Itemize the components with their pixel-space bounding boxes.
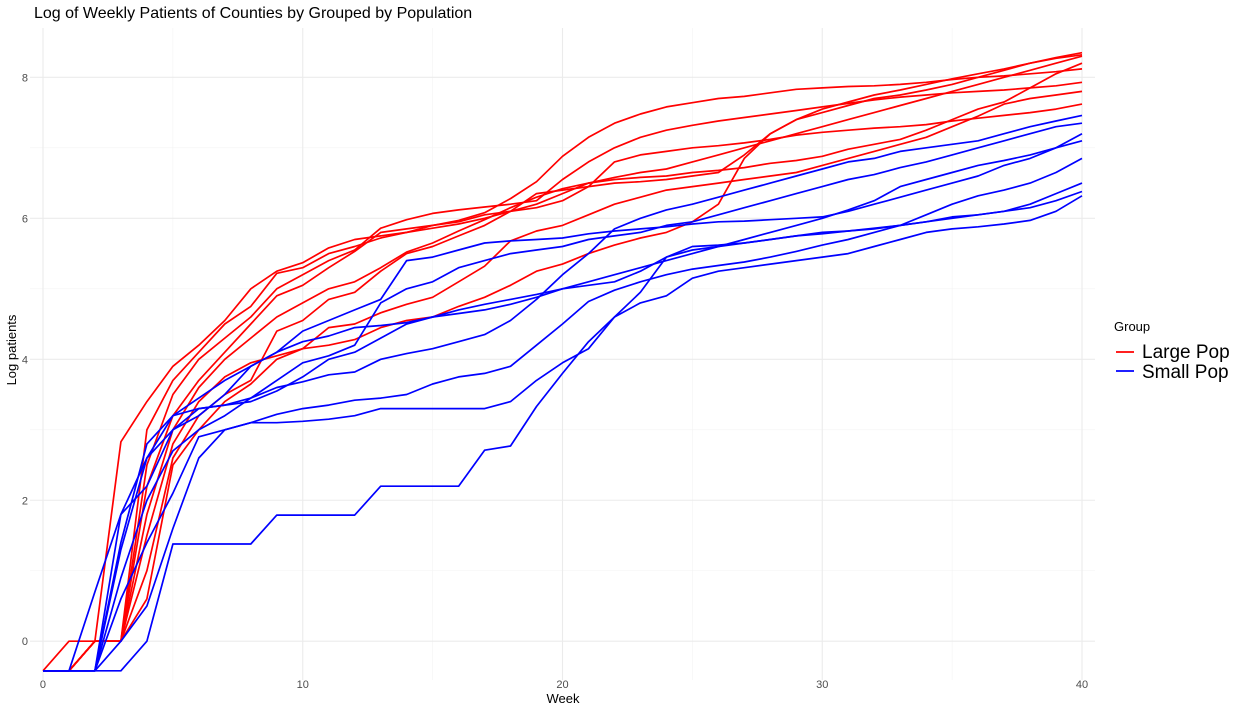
series-line-small-pop	[43, 139, 1083, 672]
y-tick-label: 2	[22, 495, 28, 507]
legend: Group Large Pop Small Pop	[1114, 319, 1230, 383]
series-line-small-pop	[43, 157, 1083, 672]
y-tick-label: 8	[22, 72, 28, 84]
series-line-small-pop	[43, 182, 1083, 672]
y-tick-label: 6	[22, 213, 28, 225]
series-line-large-pop	[43, 103, 1083, 672]
x-tick-label: 30	[816, 679, 828, 691]
chart-title: Log of Weekly Patients of Counties by Gr…	[34, 5, 472, 22]
x-tick-label: 0	[40, 679, 46, 691]
y-tick-label: 0	[22, 636, 28, 648]
series-line-small-pop	[43, 195, 1083, 672]
grid	[30, 28, 1095, 680]
y-axis-label: Log patients	[4, 314, 19, 385]
y-tick-label: 4	[22, 354, 28, 366]
series-line-large-pop	[43, 68, 1083, 672]
series-line-large-pop	[43, 53, 1083, 672]
series-line-large-pop	[43, 62, 1083, 672]
legend-label-small-pop: Small Pop	[1142, 362, 1229, 383]
legend-label-large-pop: Large Pop	[1142, 342, 1230, 363]
series-line-large-pop	[42, 55, 1083, 672]
x-tick-label: 10	[297, 679, 309, 691]
x-axis-ticks: 0 10 20 30 40	[40, 679, 1088, 691]
x-tick-label: 40	[1076, 679, 1088, 691]
y-axis-ticks: 0 2 4 6 8	[22, 72, 28, 648]
x-tick-label: 20	[556, 679, 568, 691]
x-axis-label: Week	[547, 691, 580, 706]
series-line-small-pop	[43, 132, 1083, 672]
series-line-small-pop	[43, 122, 1083, 672]
legend-title: Group	[1114, 319, 1150, 334]
series-line-large-pop	[43, 81, 1083, 672]
series-group	[42, 51, 1083, 672]
series-line-large-pop	[43, 90, 1083, 672]
